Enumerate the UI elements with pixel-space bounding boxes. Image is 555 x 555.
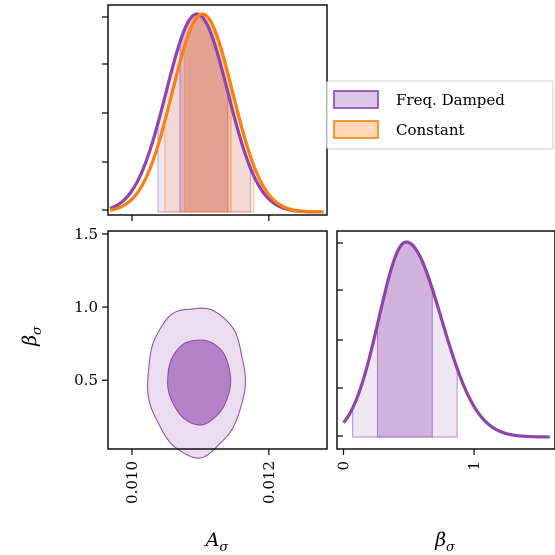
- x-axis-label-beta-sigma: βσ: [434, 529, 456, 555]
- beta-sigma-band-68: [376, 241, 433, 438]
- y-axis-label-beta-sigma: βσ: [19, 325, 45, 347]
- a-sigma-marginal-panel: [102, 4, 328, 221]
- x-axis-label-a-sigma: Aσ: [204, 529, 230, 555]
- joint-contour-panel: 0.5 1.0 1.5 0.010 0.012: [74, 225, 328, 504]
- a-sigma-constant-curve: [109, 12, 324, 214]
- beta-sigma-curve: [342, 240, 551, 439]
- beta-sigma-xtick-label-0: 0: [335, 461, 353, 471]
- joint-ytick-label-1: 1.0: [74, 298, 98, 316]
- legend-label-constant: Constant: [396, 121, 465, 139]
- legend: Freq. Damped Constant: [326, 80, 554, 150]
- a-sigma-constant-band-68: [184, 13, 232, 213]
- legend-swatch-freq-damped: [333, 90, 379, 109]
- joint-xtick-label-0: 0.010: [123, 461, 141, 504]
- joint-contour-frame: [107, 230, 328, 450]
- legend-frame: [326, 80, 554, 150]
- joint-ytick-label-0: 0.5: [74, 371, 98, 389]
- legend-label-freq-damped: Freq. Damped: [396, 91, 505, 109]
- legend-swatch-constant: [333, 120, 379, 139]
- joint-xtick-label-1: 0.012: [260, 461, 278, 504]
- beta-sigma-xtick-label-1: 1: [465, 461, 483, 471]
- joint-contour-68: [167, 339, 232, 426]
- joint-ytick-label-2: 1.5: [74, 225, 98, 243]
